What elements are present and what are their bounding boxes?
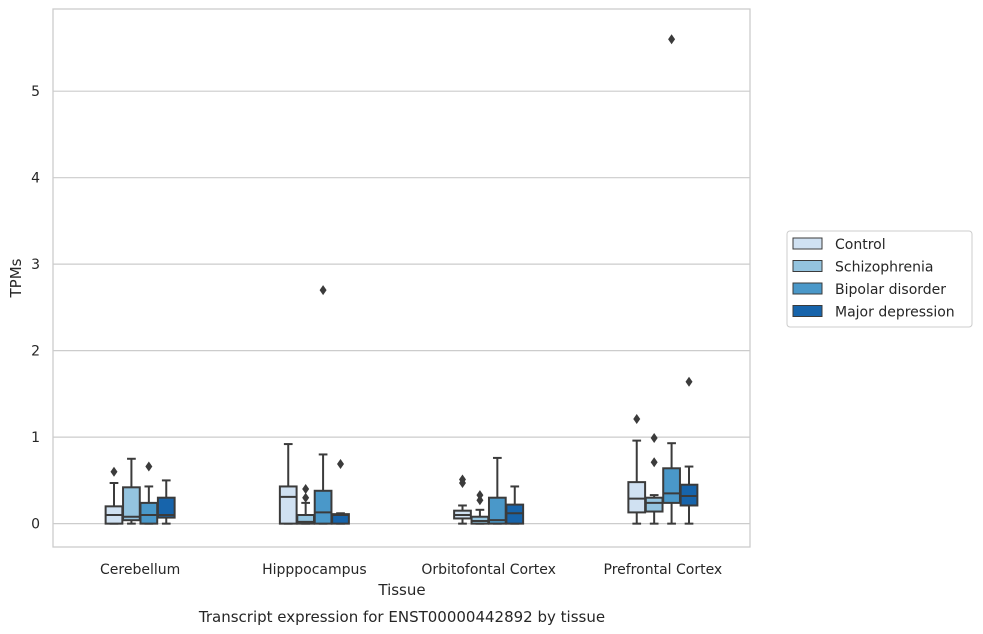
x-axis-label: Tissue: [377, 581, 425, 599]
box: [627, 413, 647, 525]
box-body: [644, 496, 664, 513]
outlier-point: [685, 376, 693, 387]
outlier-point: [476, 495, 484, 506]
outlier-point: [145, 461, 153, 472]
box: [453, 474, 472, 525]
box-body: [139, 501, 159, 525]
box-body: [156, 496, 176, 519]
legend-swatch: [792, 282, 823, 295]
box-body: [313, 489, 333, 525]
box: [278, 443, 298, 525]
legend-swatch: [792, 237, 823, 250]
outlier-point: [302, 492, 310, 503]
box: [679, 376, 699, 525]
y-tick-label: 0: [31, 517, 40, 533]
y-tick-label: 5: [31, 84, 40, 100]
x-tick-label: Orbitofontal Cortex: [421, 562, 556, 578]
box-body: [627, 481, 647, 514]
y-tick-label: 4: [31, 171, 40, 187]
legend-label: Major depression: [835, 305, 955, 321]
box: [505, 485, 525, 525]
box: [313, 285, 333, 525]
outlier-point: [337, 458, 345, 469]
y-axis-label: TPMs: [7, 258, 25, 298]
box-body: [662, 467, 681, 504]
box: [470, 490, 490, 525]
box: [296, 484, 316, 525]
outlier-point: [458, 474, 466, 485]
chart-caption: Transcript expression for ENST0000044289…: [198, 608, 605, 626]
legend-label: Control: [835, 237, 886, 253]
outlier-point: [668, 34, 676, 45]
y-tick-label: 1: [31, 430, 40, 446]
legend-label: Schizophrenia: [835, 260, 933, 276]
legend-label: Bipolar disorder: [835, 282, 946, 298]
outlier-point: [650, 433, 658, 444]
outlier-point: [110, 466, 118, 477]
box-groups: [104, 34, 699, 525]
x-tick-label: Prefrontal Cortex: [604, 562, 723, 578]
outlier-point: [476, 490, 484, 501]
plot-frame: [52, 8, 751, 548]
x-tick-label: Cerebellum: [100, 562, 180, 578]
legend-frame: [786, 230, 973, 328]
legend-swatch: [792, 305, 823, 317]
box-body: [278, 485, 298, 525]
x-tick-labels: Cerebellum Hipppocampus Orbitofontal Corte…: [100, 562, 722, 578]
y-tick-label: 2: [31, 344, 40, 360]
outlier-point: [650, 457, 658, 468]
box: [644, 433, 664, 525]
box: [331, 458, 350, 525]
legend-swatch: [792, 260, 823, 272]
x-tick-label: Hipppocampus: [262, 562, 367, 578]
outlier-point: [302, 484, 310, 495]
legend: Control Schizophrenia Bipolar disorder Majo…: [786, 230, 973, 328]
box: [122, 457, 141, 525]
box-body: [122, 486, 141, 522]
y-tick-labels: 0 1 2 3 4 5: [31, 84, 40, 532]
box: [156, 479, 176, 525]
outlier-point: [633, 413, 641, 424]
y-tick-label: 3: [31, 257, 40, 273]
box: [139, 461, 159, 525]
outlier-point: [319, 285, 327, 296]
